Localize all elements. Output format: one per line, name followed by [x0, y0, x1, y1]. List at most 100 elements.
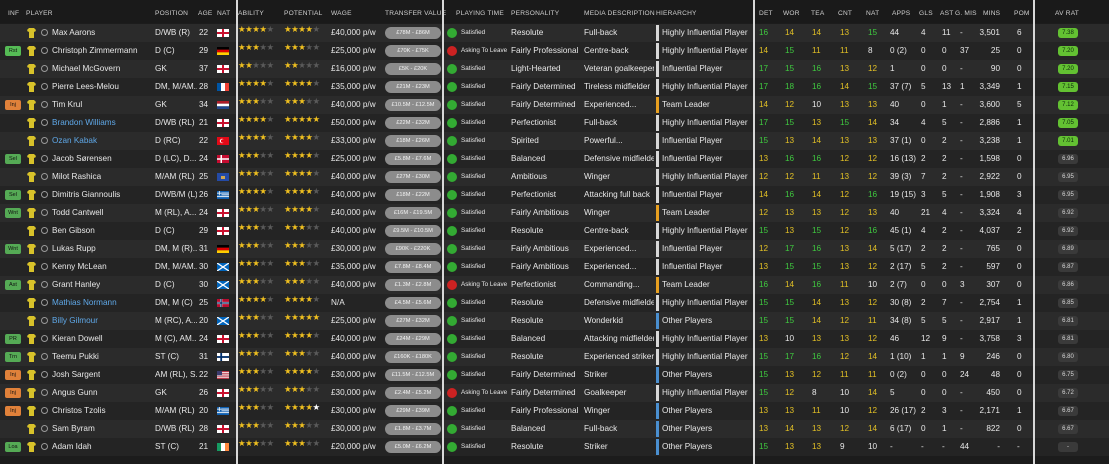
header-ast[interactable]: AST: [940, 10, 954, 17]
header-position[interactable]: POSITION: [155, 10, 189, 17]
inf-badge[interactable]: Rst: [5, 46, 21, 56]
player-name[interactable]: Angus Gunn: [52, 388, 98, 397]
player-name[interactable]: Jacob Sørensen: [52, 154, 112, 163]
player-name[interactable]: Ozan Kabak: [52, 136, 98, 145]
table-row[interactable]: Inj Josh Sargent AM (RL), S...22 ★★★★★ ★★★★★…: [0, 366, 1109, 384]
player-name[interactable]: Josh Sargent: [52, 370, 101, 379]
personality: Resolute: [511, 316, 544, 325]
player-name[interactable]: Dimitris Giannoulis: [52, 190, 121, 199]
table-row[interactable]: Inj Angus Gunn GK 26 ★★★★★ ★★★★★ £30,000 p/w £2…: [0, 384, 1109, 402]
table-row[interactable]: Wnt Lukas Rupp DM, M (R)... 31 ★★★★★ ★★★★★ £30…: [0, 240, 1109, 258]
table-row[interactable]: Max Aarons D/WB (R) 22 ★★★★★ ★★★★★ £40,000 p/…: [0, 24, 1109, 42]
inf-badge[interactable]: Wnt: [5, 208, 21, 218]
inf-badge[interactable]: Trn: [5, 352, 21, 362]
player-name[interactable]: Pierre Lees-Melou: [52, 82, 119, 91]
header-age[interactable]: AGE: [198, 10, 213, 17]
header-hierarchy[interactable]: HIERARCHY: [656, 10, 697, 17]
inf-badge[interactable]: Loa: [5, 442, 21, 452]
header-ability[interactable]: ABILITY: [238, 10, 264, 17]
header-player[interactable]: PLAYER: [26, 10, 53, 17]
attr-nat: 14: [868, 352, 878, 361]
table-row[interactable]: Kenny McLean DM, M/AM... 30 ★★★★★ ★★★★★ £35,0…: [0, 258, 1109, 276]
header-cnt[interactable]: CNT: [838, 10, 853, 17]
player-name[interactable]: Kieran Dowell: [52, 334, 103, 343]
inf-badge[interactable]: Inj: [5, 406, 21, 416]
player-name[interactable]: Max Aarons: [52, 28, 96, 37]
player-name[interactable]: Billy Gilmour: [52, 316, 98, 325]
player-name[interactable]: Christos Tzolis: [52, 406, 106, 415]
attr-nat: 14: [868, 424, 878, 433]
header-media-description[interactable]: MEDIA DESCRIPTION: [584, 10, 655, 17]
player-name[interactable]: Teemu Pukki: [52, 352, 99, 361]
header-apps[interactable]: APPS: [892, 10, 911, 17]
header-wor[interactable]: WOR: [783, 10, 800, 17]
table-row[interactable]: Ben Gibson D (C) 29 ★★★★★ ★★★★★ £40,000 p/w £9…: [0, 222, 1109, 240]
player-name[interactable]: Grant Hanley: [52, 280, 101, 289]
stat-mins: 3,349: [979, 82, 1001, 91]
inf-badge[interactable]: Ast: [5, 280, 21, 290]
player-name[interactable]: Milot Rashica: [52, 172, 102, 181]
player-name[interactable]: Tim Krul: [52, 100, 83, 109]
header-tea[interactable]: TEA: [811, 10, 825, 17]
player-name[interactable]: Adam Idah: [52, 442, 92, 451]
inf-badge[interactable]: Inj: [5, 370, 21, 380]
potential-stars: ★★★★★: [284, 186, 320, 196]
table-row[interactable]: Sam Byram D/WB (RL) 28 ★★★★★ ★★★★★ £30,000 p/…: [0, 420, 1109, 438]
player-name[interactable]: Kenny McLean: [52, 262, 107, 271]
player-name[interactable]: Mathias Normann: [52, 298, 117, 307]
header-nat-attr[interactable]: NAT: [866, 10, 880, 17]
header-wage[interactable]: WAGE: [331, 10, 352, 17]
header-av-rat[interactable]: AV RAT: [1055, 10, 1080, 17]
header-det[interactable]: DET: [759, 10, 773, 17]
attr-cnt: 10: [840, 406, 850, 415]
table-row[interactable]: Inj Tim Krul GK 34 ★★★★★ ★★★★★ £40,000 p/w £10.…: [0, 96, 1109, 114]
header-gmis[interactable]: G. MIS: [955, 10, 977, 17]
header-transfer-value[interactable]: TRANSFER VALUE: [385, 10, 447, 17]
player-name[interactable]: Ben Gibson: [52, 226, 95, 235]
table-row[interactable]: Pierre Lees-Melou DM, M/AM... 28 ★★★★★ ★★★★★…: [0, 78, 1109, 96]
table-row[interactable]: Wnt Todd Cantwell M (RL), A... 24 ★★★★★ ★★★★★…: [0, 204, 1109, 222]
header-playing-time[interactable]: PLAYING TIME: [456, 10, 504, 17]
header-mins[interactable]: MINS: [983, 10, 1001, 17]
inf-badge[interactable]: Inj: [5, 100, 21, 110]
inf-badge[interactable]: Wnt: [5, 244, 21, 254]
table-row[interactable]: Brandon Williams D/WB (RL) 21 ★★★★★ ★★★★★ £50…: [0, 114, 1109, 132]
table-row[interactable]: Loa Adam Idah ST (C) 21 ★★★★★ ★★★★★ £20,000 p/…: [0, 438, 1109, 456]
header-pom[interactable]: POM: [1014, 10, 1030, 17]
table-row[interactable]: Ozan Kabak D (RC) 22 ★★★★★ ★★★★★ £33,000 p/w £…: [0, 132, 1109, 150]
stat-apps: 30 (8): [890, 298, 912, 307]
table-row[interactable]: Milot Rashica M/AM (RL) 25 ★★★★★ ★★★★★ £40,00…: [0, 168, 1109, 186]
table-row[interactable]: Billy Gilmour M (RC), A... 20 ★★★★★ ★★★★★ £25…: [0, 312, 1109, 330]
table-row[interactable]: Rst Christoph Zimmermann D (C) 29 ★★★★★ ★★★★★…: [0, 42, 1109, 60]
stat-apps: 45 (1): [890, 226, 912, 235]
hierarchy-indicator: [656, 205, 659, 221]
player-status-icon: [41, 227, 48, 234]
table-row[interactable]: Sel Dimitris Giannoulis D/WB/M (L) 26 ★★★★★ ★…: [0, 186, 1109, 204]
table-row[interactable]: Sel Jacob Sørensen D (LC), D... 24 ★★★★★ ★★★★…: [0, 150, 1109, 168]
player-name[interactable]: Lukas Rupp: [52, 244, 96, 253]
table-row[interactable]: Inj Christos Tzolis M/AM (RL) 20 ★★★★★ ★★★★★ £…: [0, 402, 1109, 420]
player-name[interactable]: Todd Cantwell: [52, 208, 104, 217]
table-row[interactable]: Mathias Normann DM, M (C) 25 ★★★★★ ★★★★★ N/A £…: [0, 294, 1109, 312]
header-personality[interactable]: PERSONALITY: [511, 10, 560, 17]
transfer-value: £5.0M - £6.2M: [385, 441, 441, 453]
header-gls[interactable]: GLS: [919, 10, 933, 17]
header-potential[interactable]: POTENTIAL: [284, 10, 323, 17]
inf-badge[interactable]: PR: [5, 334, 21, 344]
player-name[interactable]: Christoph Zimmermann: [52, 46, 138, 55]
table-row[interactable]: PR Kieran Dowell M (C), AM... 24 ★★★★★ ★★★★★ £…: [0, 330, 1109, 348]
player-name[interactable]: Michael McGovern: [52, 64, 121, 73]
table-row[interactable]: Michael McGovern GK 37 ★★★★★ ★★★★★ £16,000 p/…: [0, 60, 1109, 78]
header-nat[interactable]: NAT: [217, 10, 231, 17]
inf-badge[interactable]: Sel: [5, 190, 21, 200]
inf-badge[interactable]: Inj: [5, 388, 21, 398]
table-row[interactable]: Trn Teemu Pukki ST (C) 31 ★★★★★ ★★★★★ £40,000 …: [0, 348, 1109, 366]
table-row[interactable]: Ast Grant Hanley D (C) 30 ★★★★★ ★★★★★ £40,000 …: [0, 276, 1109, 294]
player-name[interactable]: Brandon Williams: [52, 118, 116, 127]
stat-gmis: -: [960, 190, 963, 199]
attr-wor: 17: [785, 352, 795, 361]
player-name[interactable]: Sam Byram: [52, 424, 95, 433]
eng-flag-icon: [217, 119, 229, 127]
inf-badge[interactable]: Sel: [5, 154, 21, 164]
header-inf[interactable]: INF: [8, 10, 20, 17]
